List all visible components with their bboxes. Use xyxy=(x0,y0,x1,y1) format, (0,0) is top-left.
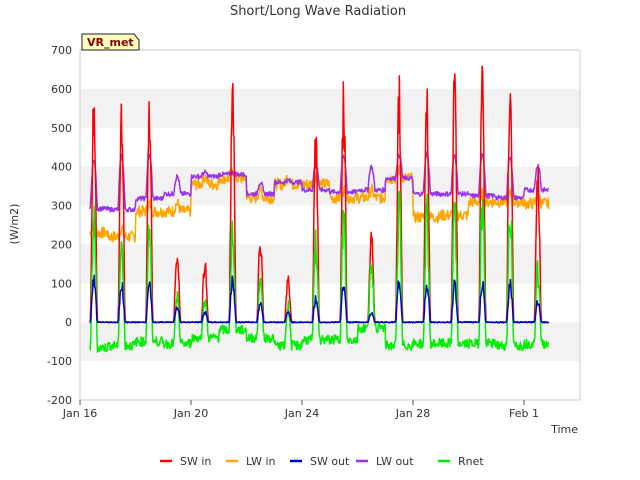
y-tick-label: -100 xyxy=(47,355,72,368)
grid-band xyxy=(80,244,580,284)
grid-band xyxy=(80,361,580,400)
x-tick-label: Feb 1 xyxy=(509,407,539,420)
grid-band xyxy=(80,88,580,128)
grid-band xyxy=(80,283,580,323)
chart-title: Short/Long Wave Radiation xyxy=(230,4,406,19)
station-badge-label: VR_met xyxy=(87,36,134,49)
y-tick-label: 100 xyxy=(51,277,72,290)
y-tick-label: 0 xyxy=(65,316,72,329)
y-tick-label: 500 xyxy=(51,122,72,135)
y-tick-label: 200 xyxy=(51,238,72,251)
x-tick-label: Jan 24 xyxy=(284,407,319,420)
series-line-lw-out xyxy=(88,151,550,213)
legend-label-sw-in: SW in xyxy=(180,455,211,468)
station-badge: VR_met xyxy=(81,33,140,51)
y-tick-label: 600 xyxy=(51,83,72,96)
legend: SW in LW in SW out LW out Rnet xyxy=(160,455,484,468)
series-lines xyxy=(88,65,550,353)
legend-label-lw-in: LW in xyxy=(246,455,276,468)
x-axis-label: Time xyxy=(550,423,578,436)
series-line-sw-out xyxy=(89,274,550,324)
grid-band xyxy=(80,50,580,89)
x-axis-ticks: Jan 16 Jan 20 Jan 24 Jan 28 Feb 1 xyxy=(62,400,539,420)
x-tick-label: Jan 16 xyxy=(62,407,97,420)
legend-label-sw-out: SW out xyxy=(310,455,350,468)
x-tick-label: Jan 20 xyxy=(173,407,208,420)
plot-frame xyxy=(79,49,581,401)
y-tick-label: 400 xyxy=(51,161,72,174)
legend-label-lw-out: LW out xyxy=(376,455,414,468)
y-tick-label: 700 xyxy=(51,44,72,57)
legend-label-rnet: Rnet xyxy=(458,455,484,468)
y-axis-ticks: -200 -100 0 100 200 300 400 500 600 700 xyxy=(47,44,72,407)
y-axis-label: (W/m2) xyxy=(8,204,21,245)
grid-band xyxy=(80,127,580,167)
grid-bands xyxy=(80,50,580,400)
y-tick-label: -200 xyxy=(47,394,72,407)
y-tick-label: 300 xyxy=(51,200,72,213)
x-tick-label: Jan 28 xyxy=(395,407,430,420)
series-line-rnet xyxy=(88,190,550,353)
